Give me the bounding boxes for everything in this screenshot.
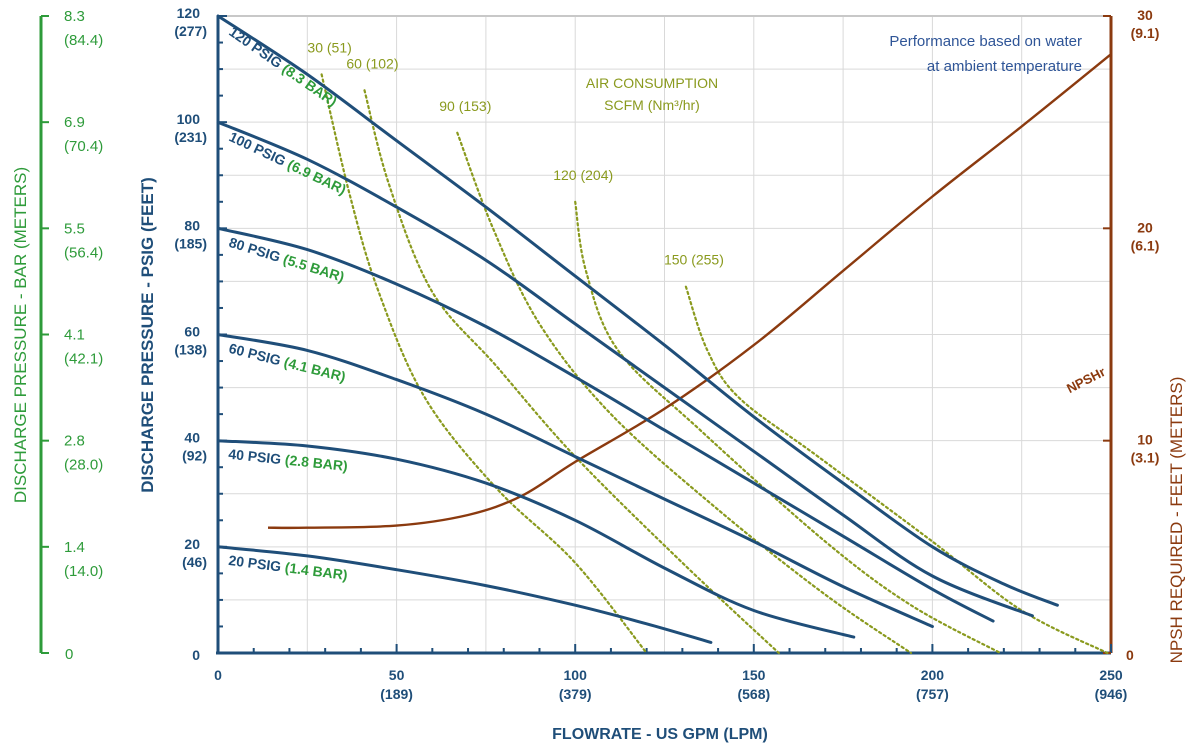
air-curve-2 [456,131,913,655]
y-tick-label: 120 [177,5,201,21]
pressure-curve-5 [216,14,1059,607]
bar-tick-sublabel: (56.4) [64,244,103,261]
bar-tick-sublabel: (70.4) [64,138,103,155]
x-tick-label: 0 [214,667,222,683]
pressure-curve-label: 80 PSIG (5.5 BAR) [227,234,346,285]
air-curve-label: 30 (51) [307,39,351,55]
air-curve-1 [363,89,780,655]
y-tick-label: 20 [184,536,200,552]
y-tick-label: 60 [184,324,200,340]
y-tick-sublabel: (46) [182,554,207,570]
bar-tick-label: 2.8 [64,433,85,450]
x-tick-label: 100 [564,667,588,683]
y-tick-sublabel: (185) [174,235,207,251]
air-consumption-title: AIR CONSUMPTION [586,75,718,91]
bar-tick-sublabel: (42.1) [64,351,103,368]
pressure-label-psig: 20 PSIG [228,552,286,575]
y-axis-label-bar: DISCHARGE PRESSURE - BAR (METERS) [11,167,30,503]
npsh-tick-label: 10 [1137,432,1153,448]
air-curve-label: 60 (102) [346,55,398,71]
pressure-curve-0 [216,545,713,644]
annotation-line-1: Performance based on water [889,33,1082,50]
x-tick-sublabel: (379) [559,686,592,702]
air-consumption-curves: 30 (51)60 (102) 90 (153) 120 (204) 150 (255… [307,39,1109,655]
air-curve-3 [574,200,1002,655]
pressure-label-bar: (1.4 BAR) [284,559,349,583]
npsh-tick-sublabel: (6.1) [1131,237,1160,253]
bar-tick-label: 8.3 [64,8,85,25]
tick-labels: 0 50(189)100(379)150(568)200(757)250(946)… [64,5,1159,702]
npsh-tick-sublabel: (9.1) [1131,25,1160,41]
y-tick-label: 80 [184,217,200,233]
annotation-line-2: at ambient temperature [927,58,1082,75]
curve-labels: 20 PSIG (1.4 BAR)40 PSIG (2.8 BAR)60 PSI… [226,23,349,583]
pressure-curves [216,14,1059,644]
y-tick-sublabel: (138) [174,342,207,358]
pressure-label-bar: (2.8 BAR) [284,452,348,474]
pressure-label-psig: 120 PSIG [226,23,288,73]
y-tick-sublabel: (231) [174,129,207,145]
bar-tick-sublabel: (28.0) [64,457,103,474]
bar-tick-sublabel: (84.4) [64,32,103,49]
bar-tick-label: 4.1 [64,327,85,344]
pressure-curve-3 [216,226,995,623]
pressure-label-psig: 80 PSIG [227,234,286,266]
npshr-label: NPSHr [1064,364,1108,396]
x-tick-sublabel: (189) [380,686,413,702]
pressure-curve-label: 100 PSIG (6.9 BAR) [227,128,349,197]
x-tick-sublabel: (946) [1095,686,1128,702]
pressure-label-bar: (8.3 BAR) [279,60,340,109]
npshr-series: NPSHr [267,53,1112,530]
npshr-curve [267,53,1112,530]
air-curve-0 [320,73,648,655]
npsh-tick-label: 0 [1126,647,1134,663]
y-axis-label-npsh: NPSH REQUIRED - FEET (METERS) [1167,377,1186,664]
pressure-curve-label: 20 PSIG (1.4 BAR) [228,552,349,583]
air-consumption-units: SCFM (Nm³/hr) [604,97,700,113]
y-axis-label-left: DISCHARGE PRESSURE - PSIG (FEET) [138,177,157,492]
x-tick-sublabel: (757) [916,686,949,702]
pressure-curve-1 [216,439,856,639]
x-axis-label: FLOWRATE - US GPM (LPM) [552,726,768,743]
y-tick-label: 0 [192,647,200,663]
air-curve-label: 120 (204) [553,167,613,183]
y-tick-sublabel: (92) [182,448,207,464]
air-curve-label: 90 (153) [439,98,491,114]
x-tick-label: 200 [921,667,945,683]
y-tick-sublabel: (277) [174,23,207,39]
bar-tick-sublabel: (14.0) [64,563,103,580]
pressure-curve-label: 40 PSIG (2.8 BAR) [228,446,349,474]
npsh-tick-sublabel: (3.1) [1131,450,1160,466]
y-tick-label: 40 [184,430,200,446]
pressure-curve-2 [216,333,934,628]
y-tick-label: 100 [177,111,201,127]
x-tick-label: 150 [742,667,766,683]
pressure-label-psig: 40 PSIG [228,446,286,468]
npsh-tick-label: 30 [1137,7,1153,23]
x-tick-label: 250 [1099,667,1123,683]
bar-tick-label: 6.9 [64,114,85,131]
pressure-label-bar: (5.5 BAR) [281,251,346,285]
bar-tick-label: 0 [65,646,73,663]
bar-tick-label: 5.5 [64,220,85,237]
air-curve-label: 150 (255) [664,252,724,268]
bar-tick-label: 1.4 [64,539,85,556]
npsh-tick-label: 20 [1137,219,1153,235]
x-tick-sublabel: (568) [737,686,770,702]
air-curve-4 [684,285,1109,655]
pressure-curve-label: 120 PSIG (8.3 BAR) [226,23,340,109]
x-tick-label: 50 [389,667,405,683]
pressure-curve-4 [216,120,1034,618]
